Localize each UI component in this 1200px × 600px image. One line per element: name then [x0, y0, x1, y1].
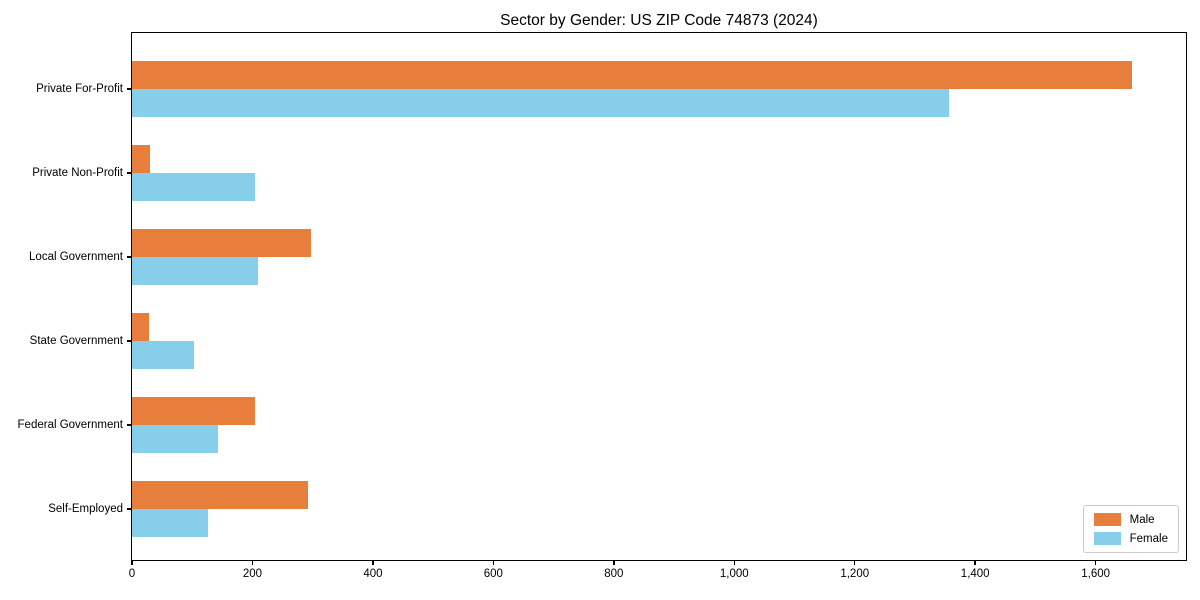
y-axis-tick — [127, 256, 132, 258]
bar-male-1 — [132, 145, 150, 173]
y-axis-tick — [127, 88, 132, 90]
x-axis-label: 800 — [604, 568, 624, 580]
bar-male-3 — [132, 313, 149, 341]
x-axis-label: 400 — [363, 568, 383, 580]
x-axis-tick — [733, 560, 736, 565]
legend: Male Female — [1082, 505, 1179, 553]
bar-female-3 — [132, 341, 194, 369]
y-axis-tick — [127, 424, 132, 426]
x-axis-label: 1,200 — [840, 568, 870, 580]
plot-area: Male Female Private For-Profit Private No… — [18, 32, 1187, 580]
bar-female-4 — [132, 425, 218, 453]
x-axis-label: 0 — [128, 568, 136, 580]
legend-item-male: Male — [1093, 513, 1168, 526]
y-axis-label: Local Government — [29, 251, 123, 263]
legend-item-female: Female — [1093, 532, 1168, 545]
bar-male-2 — [132, 229, 311, 257]
x-axis-label: 600 — [483, 568, 503, 580]
bar-female-5 — [132, 509, 208, 537]
y-axis-label: State Government — [29, 335, 123, 347]
x-axis-tick — [613, 560, 615, 565]
bar-female-0 — [132, 89, 949, 117]
chart-title: Sector by Gender: US ZIP Code 74873 (202… — [500, 12, 818, 29]
x-axis-tick — [372, 560, 374, 565]
x-axis-label: 200 — [242, 568, 263, 580]
x-axis-label: 1,000 — [719, 568, 749, 580]
y-axis-label: Private Non-Profit — [32, 167, 123, 179]
y-axis-tick — [127, 508, 132, 510]
x-axis-tick — [1094, 560, 1097, 565]
bar-male-0 — [132, 61, 1132, 89]
y-axis-tick — [127, 172, 132, 174]
male-swatch — [1093, 513, 1121, 526]
bar-male-5 — [132, 481, 308, 509]
legend-label-male: Male — [1129, 513, 1155, 526]
bar-male-4 — [132, 397, 255, 425]
bar-female-1 — [132, 173, 255, 201]
x-axis-label: 1,600 — [1081, 568, 1111, 580]
x-axis-tick — [492, 560, 495, 565]
x-axis-tick — [251, 560, 254, 565]
x-axis-tick — [974, 560, 976, 565]
bar-female-2 — [132, 257, 258, 285]
legend-label-female: Female — [1129, 532, 1168, 545]
y-axis-label: Self-Employed — [48, 503, 123, 515]
y-axis-label: Private For-Profit — [36, 83, 123, 95]
x-axis-tick — [131, 560, 133, 565]
x-axis-tick — [853, 560, 856, 565]
x-axis-label: 1,400 — [960, 568, 990, 580]
female-swatch — [1093, 532, 1121, 545]
y-axis-label: Federal Government — [17, 419, 123, 431]
y-axis-tick — [127, 340, 132, 342]
